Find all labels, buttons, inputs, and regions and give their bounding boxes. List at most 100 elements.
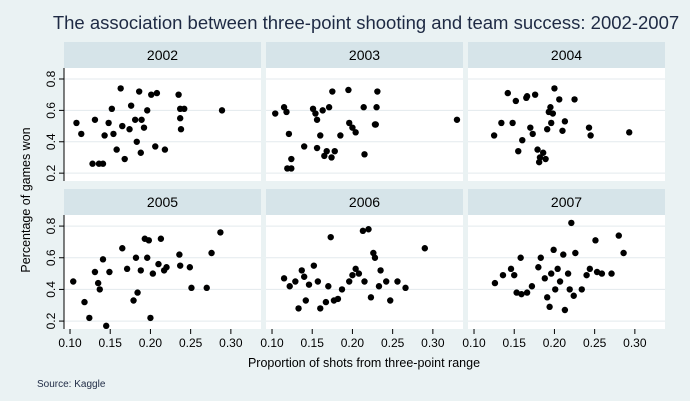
data-point (288, 155, 295, 163)
data-point (360, 104, 367, 111)
y-axis: 0.2 0.4 0.6 0.8 0.2 0.4 0.6 0.8 (44, 68, 65, 329)
data-point (578, 286, 585, 293)
data-point (585, 124, 593, 131)
data-point (608, 270, 615, 277)
data-point (334, 295, 342, 303)
data-point (542, 155, 549, 163)
data-point (534, 146, 541, 153)
data-point (280, 275, 288, 282)
facet-strip-label: 2002 (147, 47, 178, 63)
data-point (181, 105, 188, 113)
facet-strip-label: 2007 (551, 194, 582, 210)
facet-panel-2005: 2005 (64, 189, 261, 330)
data-point (302, 297, 309, 304)
data-point (537, 254, 544, 261)
data-point (507, 265, 515, 273)
data-point (539, 149, 547, 156)
x-axis-label: Proportion of shots from three-point ran… (248, 356, 480, 370)
data-point (568, 219, 575, 227)
data-point (81, 298, 88, 306)
data-point (137, 267, 144, 274)
data-point (321, 152, 328, 160)
data-point (86, 314, 93, 322)
data-point (511, 271, 518, 279)
facet-panel-2006: 2006 (266, 189, 463, 329)
data-point (564, 270, 572, 277)
data-point (148, 91, 155, 98)
data-point (592, 237, 599, 244)
data-point (535, 158, 543, 166)
data-point (373, 104, 380, 111)
data-point (529, 130, 536, 138)
data-point (91, 268, 99, 276)
data-point (561, 306, 569, 314)
data-point (328, 154, 335, 161)
data-point (517, 254, 524, 261)
data-point (587, 132, 594, 139)
data-point (453, 116, 461, 123)
data-point (518, 290, 525, 298)
facet-panels: 2002 2003 2004 2005 2006 2007 (64, 42, 665, 330)
y-tick-label: 0.8 (44, 217, 58, 234)
y-tick-label: 0.2 (44, 312, 58, 329)
data-point (572, 249, 579, 257)
data-point (300, 143, 308, 150)
data-point (544, 294, 551, 301)
facet-strip-label: 2003 (349, 47, 380, 63)
y-axis-label: Percentage of games won (19, 127, 33, 272)
data-point (372, 121, 379, 128)
data-point (176, 251, 183, 258)
data-point (280, 104, 288, 111)
data-point (498, 119, 505, 127)
data-point (552, 286, 559, 293)
data-point (365, 226, 372, 233)
x-tick-label: 0.30 (421, 336, 445, 350)
data-point (123, 265, 131, 273)
x-tick-label: 0.30 (219, 336, 243, 350)
data-point (73, 119, 80, 127)
data-point (305, 281, 313, 288)
data-point (329, 88, 336, 95)
data-point (285, 130, 293, 138)
data-point (288, 165, 295, 172)
facet-strip (64, 189, 261, 215)
chart-title: The association between three-point shoo… (53, 12, 679, 33)
data-point (208, 249, 215, 257)
data-point (149, 270, 157, 277)
data-point (325, 104, 333, 111)
x-tick-label: 0.30 (623, 336, 647, 350)
facet-panel-2007: 2007 (468, 189, 665, 329)
data-point (295, 305, 302, 312)
data-point (155, 260, 162, 268)
data-point (310, 262, 318, 269)
data-point (519, 136, 526, 144)
data-point (527, 124, 534, 131)
data-point (175, 91, 182, 98)
data-point (547, 104, 554, 111)
facet-strip (266, 42, 463, 68)
data-point (556, 96, 563, 103)
data-point (550, 246, 557, 254)
data-point (620, 249, 627, 257)
data-point (593, 268, 601, 276)
data-point (402, 284, 409, 292)
data-point (300, 273, 308, 280)
data-point (163, 264, 170, 271)
data-point (355, 270, 363, 277)
source-note: Source: Kaggle (37, 379, 106, 390)
facet-panel-2004: 2004 (468, 42, 665, 181)
data-point (583, 271, 590, 279)
data-point (374, 88, 381, 95)
data-point (544, 126, 551, 133)
data-point (349, 271, 356, 279)
x-tick-label: 0.15 (503, 336, 527, 350)
facet-strip-label: 2004 (551, 47, 582, 63)
data-point (140, 124, 148, 131)
data-point (319, 107, 326, 114)
data-point (131, 116, 139, 123)
data-point (571, 96, 578, 103)
data-point (325, 283, 332, 290)
data-point (556, 278, 564, 285)
data-point (566, 286, 573, 293)
